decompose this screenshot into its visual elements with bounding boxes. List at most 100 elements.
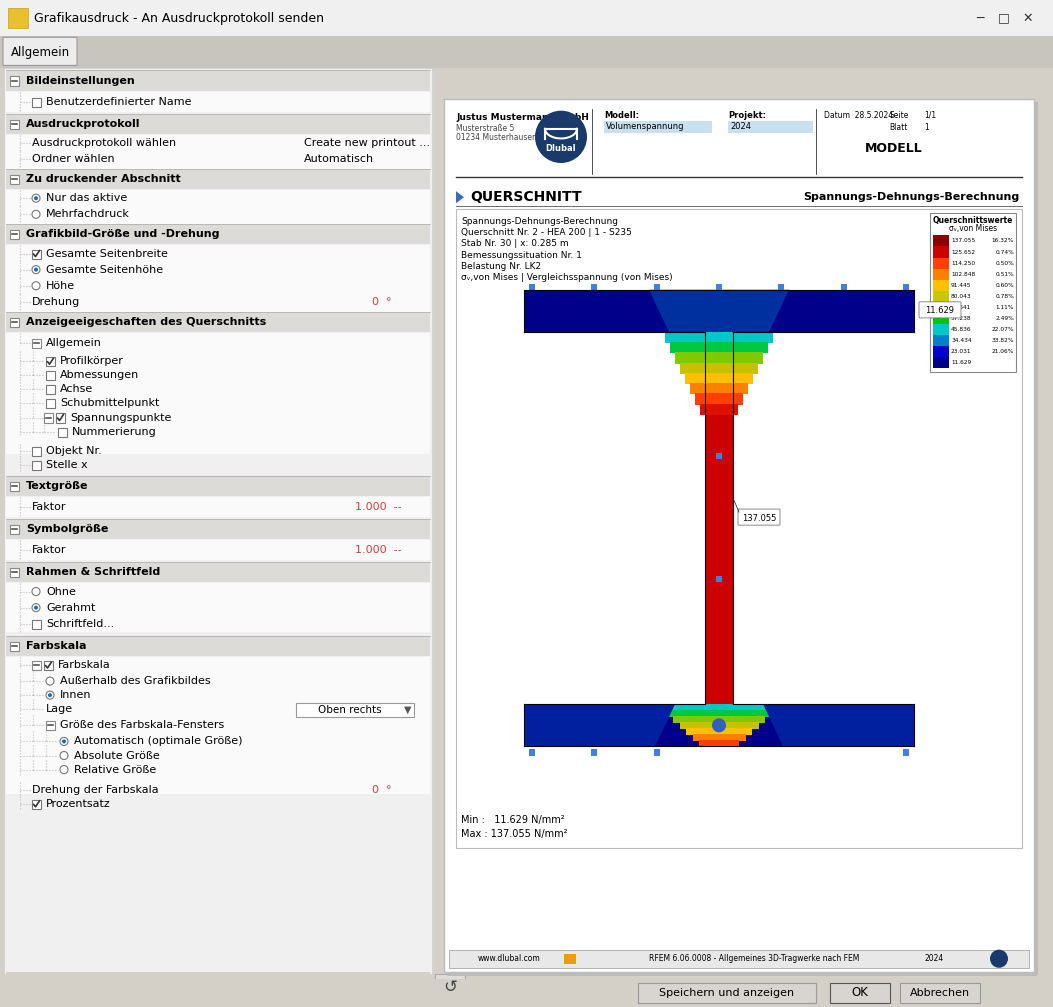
Bar (6, 114, 430, 134)
Bar (32, 447, 41, 456)
Text: Volumenspannung: Volumenspannung (605, 122, 684, 131)
Text: Ausdruckprotokoll wählen: Ausdruckprotokoll wählen (32, 138, 176, 148)
Bar (0, 984, 440, 1006)
Text: 102.848: 102.848 (951, 272, 975, 277)
Text: 23.031: 23.031 (951, 349, 972, 354)
Text: Dlubal: Dlubal (545, 144, 576, 153)
Text: Faktor: Faktor (32, 502, 66, 512)
Bar (830, 983, 890, 1003)
Text: Ohne: Ohne (46, 586, 76, 596)
Bar (6, 583, 430, 631)
Bar (32, 800, 41, 809)
Text: Prozentsatz: Prozentsatz (46, 799, 111, 809)
Text: Querschnittswerte: Querschnittswerte (933, 215, 1013, 225)
Bar (933, 258, 949, 269)
Text: Abmessungen: Abmessungen (60, 371, 139, 381)
Text: 0.78%: 0.78% (995, 294, 1014, 299)
Text: 2.49%: 2.49% (995, 316, 1014, 321)
Bar (46, 721, 55, 730)
Bar (591, 284, 597, 290)
Bar (933, 357, 949, 369)
Text: Gesamte Seitenhöhe: Gesamte Seitenhöhe (46, 265, 163, 275)
Bar (728, 121, 813, 133)
Bar (9, 77, 19, 86)
Text: □: □ (998, 12, 1010, 24)
Bar (6, 70, 430, 91)
Bar (6, 333, 430, 454)
Text: Oben rechts: Oben rechts (318, 705, 382, 715)
Text: Symbolgröße: Symbolgröße (26, 525, 108, 534)
Text: RFEM 6.06.0008 - Allgemeines 3D-Tragwerke nach FEM: RFEM 6.06.0008 - Allgemeines 3D-Tragwerk… (649, 955, 859, 964)
Bar (686, 373, 753, 385)
Circle shape (60, 737, 68, 745)
Bar (456, 209, 1022, 848)
Text: Create new printout ...: Create new printout ... (304, 138, 430, 148)
Bar (6, 562, 430, 582)
Bar (46, 386, 55, 395)
Text: 68.641: 68.641 (951, 305, 971, 310)
Text: 57.238: 57.238 (951, 316, 972, 321)
Text: Farbskala: Farbskala (58, 660, 111, 670)
Text: σᵥ,von Mises | Vergleichsspannung (von Mises): σᵥ,von Mises | Vergleichsspannung (von M… (461, 273, 673, 282)
Bar (32, 619, 41, 628)
Bar (933, 247, 949, 258)
Bar (6, 657, 430, 794)
Text: Lage: Lage (46, 704, 73, 714)
Bar (0, 979, 1053, 1007)
Text: ↺: ↺ (443, 978, 457, 996)
Circle shape (32, 603, 40, 611)
Bar (46, 372, 55, 381)
Polygon shape (763, 704, 914, 746)
Bar (903, 749, 909, 755)
Text: 0  °: 0 ° (372, 297, 392, 307)
Text: Automatisch (optimale Größe): Automatisch (optimale Größe) (74, 736, 242, 746)
Bar (6, 476, 430, 496)
Text: Drehung der Farbskala: Drehung der Farbskala (32, 784, 159, 795)
Text: Textgröße: Textgröße (26, 481, 88, 491)
Bar (8, 8, 28, 28)
Text: Querschnitt Nr. 2 - HEA 200 | 1 - S235: Querschnitt Nr. 2 - HEA 200 | 1 - S235 (461, 229, 632, 238)
Bar (673, 716, 764, 723)
Bar (670, 342, 768, 353)
Text: Spannungspunkte: Spannungspunkte (69, 413, 172, 423)
Circle shape (32, 266, 40, 274)
Bar (32, 461, 41, 470)
Bar (56, 414, 65, 423)
Text: 0.51%: 0.51% (995, 272, 1014, 277)
Bar (665, 332, 773, 343)
Polygon shape (649, 290, 789, 332)
Circle shape (46, 677, 54, 685)
Text: Speichern und anzeigen: Speichern und anzeigen (659, 988, 795, 998)
Circle shape (48, 693, 52, 697)
Bar (933, 269, 949, 280)
Text: Blatt: Blatt (889, 123, 908, 132)
Bar (58, 428, 67, 437)
Bar (6, 520, 430, 539)
Circle shape (535, 111, 587, 163)
Text: 11.629: 11.629 (926, 306, 954, 315)
Text: Achse: Achse (60, 385, 94, 395)
Text: Grafikausdruck - An Ausdruckprotokoll senden: Grafikausdruck - An Ausdruckprotokoll se… (34, 12, 324, 24)
Bar (716, 576, 722, 582)
Text: Ordner wählen: Ordner wählen (32, 154, 115, 164)
Text: 80.043: 80.043 (951, 294, 972, 299)
Text: 21.06%: 21.06% (992, 349, 1014, 354)
Text: Modell:: Modell: (604, 111, 639, 120)
Bar (699, 740, 739, 747)
FancyBboxPatch shape (3, 37, 77, 65)
Text: 45.836: 45.836 (951, 327, 972, 332)
Bar (1034, 102, 1038, 975)
Text: Musterstraße 5: Musterstraße 5 (456, 124, 514, 133)
Bar (933, 302, 949, 313)
Text: Ausdruckprotokoll: Ausdruckprotokoll (26, 119, 140, 129)
Bar (9, 482, 19, 491)
Circle shape (46, 691, 54, 699)
Bar (686, 728, 752, 735)
Text: Größe des Farbskala-Fensters: Größe des Farbskala-Fensters (60, 720, 224, 730)
Circle shape (990, 950, 1008, 968)
Bar (667, 710, 772, 717)
Bar (6, 169, 430, 189)
Text: Schriftfeld...: Schriftfeld... (46, 618, 114, 628)
Bar (46, 357, 55, 367)
Text: Anzeigeeigeschaften des Querschnitts: Anzeigeeigeschaften des Querschnitts (26, 317, 266, 327)
